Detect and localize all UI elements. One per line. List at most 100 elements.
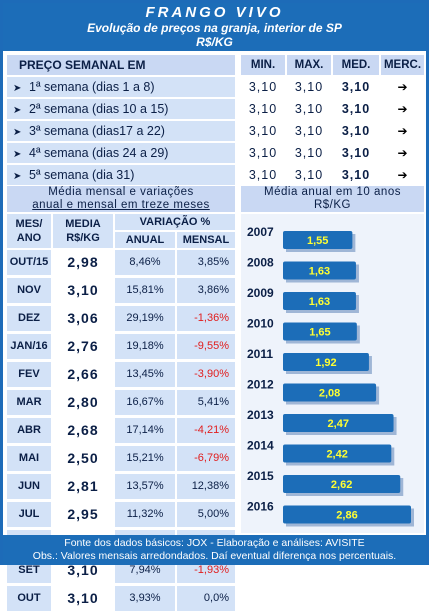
monthly-variation-value: 3,85%	[177, 250, 235, 275]
year-tick-label: 2011	[247, 347, 273, 361]
annual-heading: Média anual em 10 anos R$/KG	[241, 186, 424, 212]
annual-bar	[283, 261, 356, 280]
bar-value-label: 2,62	[331, 479, 352, 491]
annual-bar	[283, 475, 401, 493]
weekly-max-value: 3,10	[287, 165, 331, 185]
monthly-variation-value: -3,90%	[177, 362, 235, 387]
annual-heading-line1: Média anual em 10 anos	[264, 186, 401, 198]
year-tick-label: 2013	[247, 408, 274, 422]
annual-variation-value: 15,21%	[115, 446, 175, 471]
bullet-arrow-icon: ➤	[13, 127, 22, 138]
annual-variation-value: 17,14%	[115, 418, 175, 443]
col-med: MED.	[333, 55, 379, 75]
col-mes-ano: MES/ ANO	[7, 214, 51, 248]
weekly-min-value: 3,10	[241, 77, 285, 97]
weekly-heading: PREÇO SEMANAL EM OUTUBRO/2016	[7, 55, 235, 92]
annual-variation-value: 15,81%	[115, 278, 175, 303]
bullet-arrow-icon: ➤	[13, 83, 22, 94]
weekly-med-value: 3,10	[333, 121, 379, 141]
weekly-min-value: 3,10	[241, 165, 285, 185]
monthly-variation-value: 0,0%	[177, 586, 235, 611]
weekly-med-value: 3,10	[333, 99, 379, 119]
annual-variation-value: 11,32%	[115, 502, 175, 527]
bar-value-label: 1,55	[307, 235, 328, 247]
monthly-average-value: 2,95	[53, 502, 113, 527]
footer-source: Fonte dos dados básicos: JOX - Elaboraçã…	[64, 537, 365, 549]
annual-variation-value: 16,67%	[115, 390, 175, 415]
monthly-average-value: 2,66	[53, 362, 113, 387]
header: FRANGO VIVO Evolução de preços na granja…	[3, 3, 426, 51]
monthly-average-value: 3,10	[53, 586, 113, 611]
market-trend-arrow-icon: ➔	[381, 121, 424, 141]
year-tick-label: 2010	[247, 317, 274, 331]
market-trend-arrow-icon: ➔	[381, 165, 424, 185]
annual-variation-value: 13,57%	[115, 474, 175, 499]
month-label: OUT/15	[7, 250, 51, 275]
page-subtitle: Evolução de preços na granja, interior d…	[87, 21, 342, 35]
footer: Fonte dos dados básicos: JOX - Elaboraçã…	[3, 535, 426, 565]
col-merc: MERC.	[381, 55, 424, 75]
col-anual: ANUAL	[115, 232, 175, 248]
annual-bar	[283, 231, 353, 249]
unit-label: R$/KG	[196, 35, 233, 49]
week-label: 3ª semana (dias17 a 22)	[29, 124, 165, 138]
monthly-variation-value: -1,36%	[177, 306, 235, 331]
month-label: FEV	[7, 362, 51, 387]
weekly-max-value: 3,10	[287, 99, 331, 119]
weekly-min-value: 3,10	[241, 143, 285, 163]
market-trend-arrow-icon: ➔	[381, 99, 424, 119]
annual-average-svg: 2007 1,55 2008 1,63 2009 1,63 2010 1,65 2011 1,92…	[247, 225, 414, 527]
monthly-average-value: 2,50	[53, 446, 113, 471]
weekly-min-value: 3,10	[241, 121, 285, 141]
col-media: MEDIA R$/KG	[53, 214, 113, 248]
weekly-row-label: ➤ 1ª semana (dias 1 a 8)	[7, 77, 235, 97]
bar-value-label: 1,63	[309, 296, 330, 308]
monthly-average-value: 3,10	[53, 278, 113, 303]
month-label: MAR	[7, 390, 51, 415]
monthly-variation-value: -4,21%	[177, 418, 235, 443]
year-tick-label: 2016	[247, 500, 274, 514]
bar-value-label: 2,42	[326, 449, 347, 461]
monthly-variation-value: 12,38%	[177, 474, 235, 499]
footer-note: Obs.: Valores mensais arredondados. Daí …	[32, 550, 397, 562]
month-label: DEZ	[7, 306, 51, 331]
bar-value-label: 1,63	[309, 266, 330, 278]
col-variacao: VARIAÇÃO %	[115, 214, 235, 230]
annual-bar	[283, 383, 377, 402]
monthly-heading-line2: anual e mensal em treze meses	[32, 199, 210, 211]
bar-value-label: 1,92	[315, 357, 336, 369]
monthly-average-value: 2,98	[53, 250, 113, 275]
annual-variation-value: 8,46%	[115, 250, 175, 275]
market-trend-arrow-icon: ➔	[381, 77, 424, 97]
monthly-variation-value: 3,86%	[177, 278, 235, 303]
week-label: 2ª semana (dias 10 a 15)	[29, 102, 169, 116]
month-label: MAI	[7, 446, 51, 471]
monthly-average-value: 2,68	[53, 418, 113, 443]
annual-variation-value: 29,19%	[115, 306, 175, 331]
monthly-heading: Média mensal e variações anual e mensal …	[7, 186, 235, 212]
bar-value-label: 2,86	[336, 510, 357, 522]
monthly-variation-value: -9,55%	[177, 334, 235, 359]
month-label: JUL	[7, 502, 51, 527]
week-label: 4ª semana (dias 24 a 29)	[29, 146, 169, 160]
bullet-arrow-icon: ➤	[13, 149, 22, 160]
weekly-row-label: ➤ 3ª semana (dias17 a 22)	[7, 121, 235, 141]
bar-value-label: 1,65	[309, 327, 330, 339]
month-label: JAN/16	[7, 334, 51, 359]
page-title: FRANGO VIVO	[145, 4, 284, 21]
year-tick-label: 2009	[247, 286, 274, 300]
annual-bar	[283, 444, 392, 463]
week-label: 5ª semana (dia 31)	[29, 168, 135, 182]
weekly-med-value: 3,10	[333, 143, 379, 163]
bullet-arrow-icon: ➤	[13, 105, 22, 116]
month-label: JUN	[7, 474, 51, 499]
year-tick-label: 2012	[247, 378, 274, 392]
annual-bar	[283, 353, 369, 371]
monthly-variation-value: 5,41%	[177, 390, 235, 415]
col-min: MIN.	[241, 55, 285, 75]
monthly-variation-value: -6,79%	[177, 446, 235, 471]
annual-bar	[283, 414, 394, 432]
weekly-max-value: 3,10	[287, 121, 331, 141]
annual-bar	[283, 322, 357, 341]
